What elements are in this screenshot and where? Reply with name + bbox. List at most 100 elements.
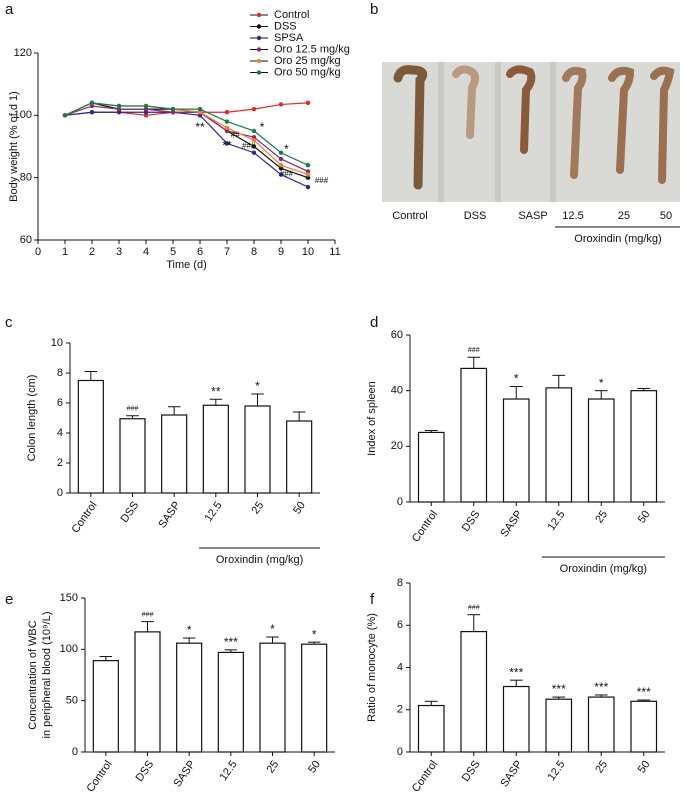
x-tick-label: DSS — [119, 500, 142, 525]
x-axis-label: Time (d) — [166, 259, 207, 271]
data-point — [305, 172, 311, 177]
y-tick-label: 100 — [60, 643, 78, 655]
x-tick-label: Control — [410, 759, 440, 795]
ruler — [495, 62, 501, 202]
y-tick-label: 8 — [397, 577, 403, 589]
bar — [217, 651, 244, 753]
data-point — [251, 128, 257, 134]
data-point — [278, 156, 284, 162]
data-point — [143, 113, 149, 118]
x-tick-label: SASP — [498, 509, 525, 540]
annotation: *** — [637, 685, 651, 699]
x-tick-label: 25 — [249, 500, 266, 517]
legend-marker — [256, 47, 262, 52]
panel-letter: e — [5, 591, 13, 608]
data-point — [251, 134, 257, 140]
data-point — [89, 110, 95, 115]
x-tick-label: 1 — [62, 246, 68, 258]
y-tick-label: 0 — [397, 496, 403, 508]
legend-label: SPSA — [274, 32, 304, 44]
legend-marker — [256, 35, 262, 41]
bar — [502, 685, 530, 753]
data-point — [251, 150, 257, 155]
colon — [452, 65, 479, 139]
bar — [301, 643, 328, 753]
annotation: ## — [231, 131, 240, 140]
x-tick-label: 7 — [224, 246, 230, 258]
data-point — [305, 169, 311, 174]
x-tick-label: 11 — [329, 246, 340, 258]
ruler — [550, 62, 556, 202]
x-tick-label: SASP — [498, 759, 525, 790]
ruler — [438, 62, 444, 202]
x-tick-label: 12.5 — [203, 500, 225, 524]
x-tick-label: 6 — [197, 246, 203, 258]
x-tick-label: DSS — [460, 759, 483, 784]
x-tick-label: 5 — [170, 246, 176, 258]
data-point — [278, 102, 284, 107]
x-tick-label: Control — [69, 500, 99, 536]
data-point — [62, 113, 68, 118]
x-tick-label: 25 — [264, 759, 281, 776]
y-tick-label: 20 — [391, 440, 403, 452]
data-point — [278, 166, 284, 171]
y-axis-label: Colon length (cm) — [26, 375, 38, 462]
y-tick-label: 2 — [397, 704, 403, 716]
bar — [545, 387, 573, 503]
data-point — [224, 141, 230, 146]
panel-letter: b — [370, 1, 378, 18]
legend-label: Oro 50 mg/kg — [274, 66, 341, 78]
bar — [77, 379, 104, 494]
y-axis-label: Index of spleen — [366, 381, 378, 456]
bar — [587, 398, 615, 503]
data-point — [224, 125, 230, 130]
y-tick-label: 60 — [20, 234, 32, 246]
data-point — [278, 163, 284, 168]
y-tick-label: 60 — [391, 329, 403, 341]
colon — [506, 65, 536, 154]
data-point — [116, 110, 122, 115]
y-tick-label: 150 — [60, 592, 78, 604]
y-tick-label: 50 — [66, 695, 78, 707]
x-tick-label: 25 — [593, 759, 610, 776]
y-axis-label: Ratio of monocyte (%) — [366, 613, 378, 722]
data-point — [224, 119, 230, 124]
data-point — [224, 128, 230, 134]
photo — [382, 62, 680, 202]
annotation: * — [312, 627, 317, 641]
bar — [244, 405, 271, 494]
y-tick-label: 4 — [57, 427, 63, 439]
data-point — [197, 106, 203, 112]
y-tick-label: 0 — [57, 487, 63, 499]
data-point — [116, 103, 122, 109]
data-point — [305, 163, 311, 168]
legend-marker — [256, 12, 262, 18]
annotation: ### — [468, 347, 480, 354]
data-point — [197, 113, 203, 118]
annotation: ### — [468, 605, 480, 612]
data-point — [143, 103, 149, 109]
group-label: Oroxindin (mg/kg) — [560, 563, 647, 575]
annotation: *** — [224, 635, 238, 649]
annotation: * — [255, 379, 260, 393]
data-point — [197, 110, 203, 115]
annotation: ** — [222, 139, 232, 153]
group-label: Oroxindin (mg/kg) — [574, 233, 661, 245]
legend-label: DSS — [274, 20, 297, 32]
data-point — [116, 106, 122, 112]
data-point — [278, 150, 284, 155]
legend-marker — [256, 24, 262, 29]
y-axis-label: Concentration of WBC — [27, 620, 39, 729]
annotation: ** — [211, 384, 221, 398]
bar — [502, 398, 530, 503]
annotation: *** — [594, 680, 608, 694]
series-line — [64, 102, 309, 166]
panel-letter: f — [370, 591, 375, 608]
bar — [259, 642, 286, 753]
data-point — [278, 172, 284, 177]
photo-label: Control — [392, 210, 427, 222]
data-point — [224, 110, 230, 115]
data-point — [305, 100, 311, 106]
series-line — [64, 111, 309, 188]
